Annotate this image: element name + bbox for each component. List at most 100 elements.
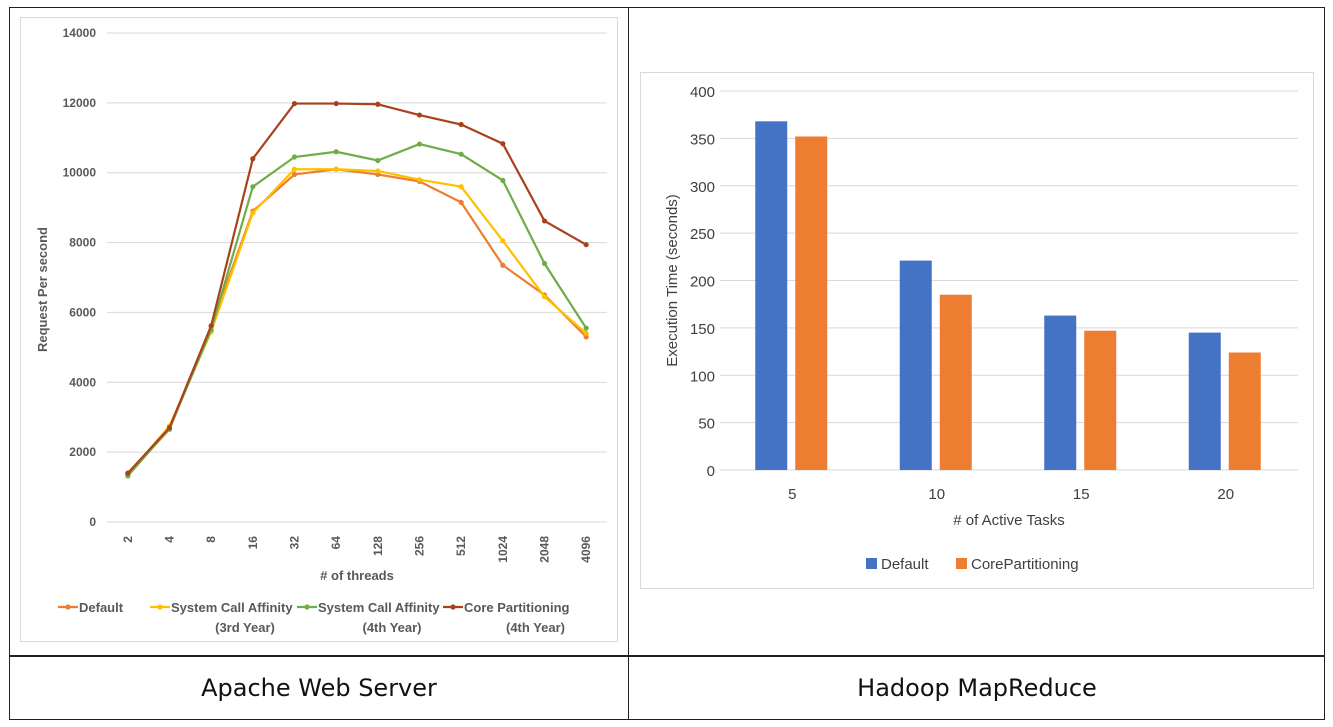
bar	[795, 136, 828, 470]
x-tick-label: 2	[121, 536, 135, 543]
x-tick-label: 4096	[579, 536, 593, 563]
legend-marker-dot	[304, 604, 310, 610]
x-tick-label: 2048	[538, 536, 552, 563]
y-tick-label: 100	[690, 368, 715, 385]
legend-marker-dot	[450, 604, 456, 610]
data-point	[416, 112, 423, 118]
legend-label: Default	[79, 600, 124, 615]
data-point	[375, 101, 381, 107]
bar	[899, 260, 932, 470]
data-point	[458, 121, 464, 128]
data-point	[375, 157, 381, 164]
series-line	[127, 142, 588, 477]
x-tick-label: 1024	[496, 536, 510, 563]
line-chart: 0 2000 4000 6000 8000 10000 12000 14000 2 4 8 16 32 6…	[20, 17, 618, 642]
data-point	[291, 154, 298, 160]
data-point	[500, 177, 506, 183]
y-tick-label: 10000	[63, 166, 97, 180]
x-tick-label: 256	[413, 536, 427, 556]
data-point	[125, 470, 131, 476]
data-point	[458, 184, 464, 190]
legend-label: System Call Affinity	[318, 600, 440, 615]
data-point	[458, 151, 464, 157]
y-tick-label: 14000	[63, 26, 97, 40]
series-line	[127, 102, 587, 474]
caption-apache: Apache Web Server	[201, 674, 437, 702]
data-point	[375, 168, 381, 174]
legend-label-line2: (4th Year)	[506, 620, 565, 635]
data-point	[500, 238, 506, 244]
bar	[755, 121, 788, 470]
data-point	[458, 199, 464, 206]
figure-table-frame	[9, 7, 1325, 720]
bar	[1084, 330, 1117, 470]
y-tick-label: 250	[690, 226, 715, 243]
y-tick-label: 400	[690, 84, 715, 101]
data-point	[583, 330, 589, 336]
x-tick-label: 4	[163, 536, 177, 543]
x-tick-label: 5	[788, 486, 796, 503]
y-tick-label: 8000	[69, 236, 96, 250]
legend-label: Core Partitioning	[464, 600, 570, 615]
data-point	[208, 323, 214, 329]
y-tick-label: 350	[690, 131, 715, 148]
data-point	[541, 294, 548, 300]
caption-row-divider	[9, 655, 1325, 657]
y-tick-label: 150	[690, 321, 715, 338]
legend-label-line2: (4th Year)	[362, 620, 421, 635]
legend-label: Default	[881, 556, 929, 573]
x-tick-label: 16	[246, 536, 260, 550]
legend-swatch	[866, 558, 877, 569]
x-axis-label: # of threads	[320, 568, 394, 583]
x-tick-label: 20	[1217, 486, 1234, 503]
bar-chart: 0 50 100 150 200 250 300 350 400 5 10 15 20 # of Acti…	[640, 72, 1314, 589]
x-tick-label: 8	[204, 536, 218, 543]
legend-marker-dot	[65, 604, 71, 610]
x-tick-label: 128	[371, 536, 385, 556]
y-tick-label: 300	[690, 179, 715, 196]
legend-label: System Call Affinity	[171, 600, 293, 615]
data-point	[166, 425, 173, 431]
y-tick-label: 2000	[69, 445, 96, 459]
data-point	[416, 141, 423, 147]
legend-label-line2: (3rd Year)	[215, 620, 275, 635]
x-axis-label: # of Active Tasks	[953, 512, 1064, 529]
data-point	[500, 262, 506, 268]
data-point	[250, 184, 256, 190]
y-axis-label: Request Per second	[35, 227, 50, 352]
data-point	[583, 242, 589, 248]
data-point	[291, 171, 298, 178]
y-tick-label: 200	[690, 274, 715, 291]
data-point	[333, 166, 339, 172]
data-point	[541, 218, 548, 224]
x-tick-label: 10	[928, 486, 945, 503]
center-divider	[628, 7, 629, 720]
data-point	[416, 177, 423, 183]
y-tick-label: 4000	[69, 375, 96, 389]
data-point	[250, 156, 256, 162]
y-tick-label: 12000	[63, 96, 97, 110]
data-point	[291, 166, 298, 172]
bar	[939, 294, 972, 470]
data-point	[541, 260, 548, 267]
y-tick-label: 0	[707, 463, 715, 480]
y-tick-label: 0	[89, 515, 96, 529]
x-tick-label: 15	[1073, 486, 1090, 503]
data-point	[250, 210, 256, 216]
bar	[1188, 332, 1221, 470]
x-tick-label: 512	[454, 536, 468, 556]
data-point	[583, 325, 589, 331]
data-point	[291, 100, 298, 107]
x-tick-label: 32	[288, 536, 302, 550]
caption-hadoop: Hadoop MapReduce	[857, 674, 1097, 702]
y-tick-label: 6000	[69, 305, 96, 319]
x-tick-label: 64	[329, 536, 343, 550]
bar	[1044, 315, 1077, 470]
data-point	[333, 149, 339, 155]
y-axis-label: Execution Time (seconds)	[664, 194, 681, 367]
y-tick-label: 50	[698, 416, 715, 433]
data-point	[500, 141, 506, 147]
legend-swatch	[956, 558, 967, 569]
legend-label: CorePartitioning	[971, 556, 1079, 573]
data-point	[333, 100, 339, 107]
